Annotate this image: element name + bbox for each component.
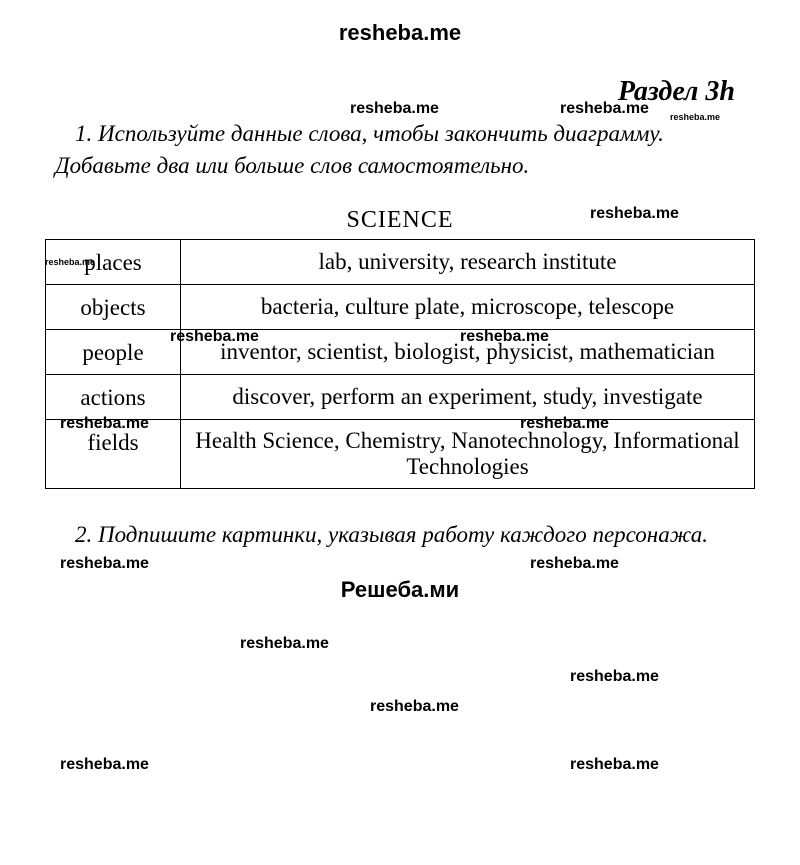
table-row: fields Health Science, Chemistry, Nanote… xyxy=(46,420,755,489)
row-content: discover, perform an experiment, study, … xyxy=(181,375,755,420)
task1-text: 1. Используйте данные слова, чтобы закон… xyxy=(55,118,745,182)
row-content: bacteria, culture plate, microscope, tel… xyxy=(181,285,755,330)
row-label: places xyxy=(46,240,181,285)
table-row: people inventor, scientist, biologist, p… xyxy=(46,330,755,375)
row-label: people xyxy=(46,330,181,375)
watermark-text: resheba.me xyxy=(370,698,459,716)
watermark-text: resheba.me xyxy=(60,756,149,774)
table-row: places lab, university, research institu… xyxy=(46,240,755,285)
science-table: places lab, university, research institu… xyxy=(45,239,755,489)
row-label: fields xyxy=(46,420,181,489)
watermark-text: resheba.me xyxy=(60,555,149,573)
watermark-text: resheba.me xyxy=(570,756,659,774)
footer-watermark: Решеба.ми xyxy=(45,577,755,603)
row-content: Health Science, Chemistry, Nanotechnolog… xyxy=(181,420,755,489)
watermark-text: resheba.me xyxy=(570,668,659,686)
table-row: objects bacteria, culture plate, microsc… xyxy=(46,285,755,330)
section-title: Раздел 3h xyxy=(45,76,735,108)
row-content: lab, university, research institute xyxy=(181,240,755,285)
watermark-text: resheba.me xyxy=(530,555,619,573)
watermark-text: resheba.me xyxy=(240,635,329,653)
table-title: SCIENCE xyxy=(45,207,755,234)
row-label: actions xyxy=(46,375,181,420)
task2-text: 2. Подпишите картинки, указывая работу к… xyxy=(55,519,745,551)
row-content: inventor, scientist, biologist, physicis… xyxy=(181,330,755,375)
row-label: objects xyxy=(46,285,181,330)
header-watermark: resheba.me xyxy=(45,20,755,46)
table-row: actions discover, perform an experiment,… xyxy=(46,375,755,420)
